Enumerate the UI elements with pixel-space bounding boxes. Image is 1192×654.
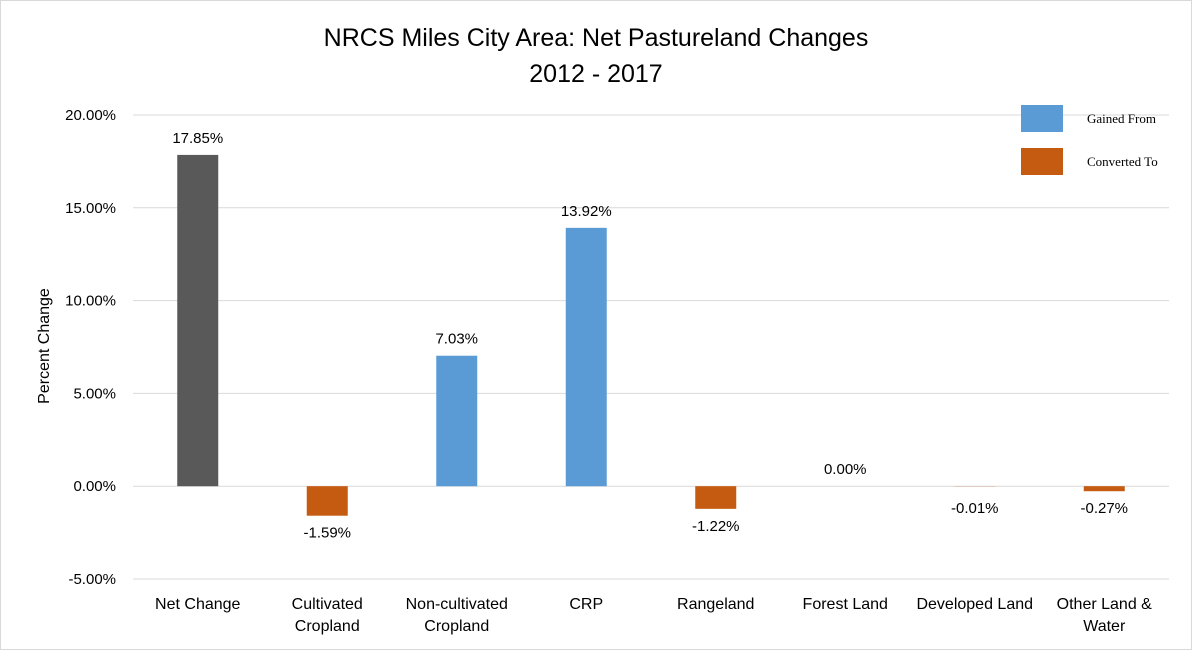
data-label: -0.27% <box>1080 500 1128 517</box>
data-labels: 17.85% -1.59% 7.03% 13.92% -1.22% 0.00% -0.01%… <box>172 130 1128 542</box>
chart-title: NRCS Miles City Area: Net Pastureland Ch… <box>324 24 869 52</box>
data-label: 17.85% <box>172 130 223 147</box>
legend-swatch <box>1021 105 1063 132</box>
legend-swatch <box>1021 148 1063 175</box>
data-label: 7.03% <box>435 331 478 348</box>
x-axis-categories: Net Change Cultivated Cropland Non-cultivat… <box>155 596 1152 635</box>
bar <box>436 356 477 486</box>
bar <box>695 486 736 509</box>
category-label: Cropland <box>295 618 360 635</box>
legend: Gained From Converted To <box>1021 105 1158 175</box>
legend-label: Converted To <box>1087 154 1158 169</box>
category-label: CRP <box>569 596 603 613</box>
bars <box>177 155 1125 516</box>
y-tick-label: 20.00% <box>65 107 116 124</box>
category-label: Developed Land <box>916 596 1033 613</box>
data-label: -1.59% <box>303 525 351 542</box>
data-label: -0.01% <box>951 500 999 517</box>
y-axis-label: Percent Change <box>36 288 53 404</box>
category-label: Non-cultivated <box>406 596 508 613</box>
bar <box>177 155 218 486</box>
y-axis-ticks: -5.00% 0.00% 5.00% 10.00% 15.00% 20.00% <box>65 107 116 588</box>
data-label: 0.00% <box>824 461 867 478</box>
category-label: Net Change <box>155 596 240 613</box>
gridlines <box>133 115 1169 579</box>
category-label: Cultivated <box>292 596 363 613</box>
legend-label: Gained From <box>1087 111 1156 126</box>
y-tick-label: 15.00% <box>65 200 116 217</box>
bar <box>307 486 348 516</box>
category-label: Rangeland <box>677 596 754 613</box>
category-label: Other Land & <box>1057 596 1153 613</box>
y-tick-label: 5.00% <box>73 385 116 402</box>
data-label: 13.92% <box>561 203 612 220</box>
y-tick-label: 10.00% <box>65 293 116 310</box>
y-tick-label: 0.00% <box>73 478 116 495</box>
chart-subtitle: 2012 - 2017 <box>529 60 662 88</box>
category-label: Water <box>1083 618 1126 635</box>
category-label: Forest Land <box>803 596 888 613</box>
bar <box>566 228 607 486</box>
data-label: -1.22% <box>692 518 740 535</box>
bar <box>1084 486 1125 491</box>
y-tick-label: -5.00% <box>68 571 116 588</box>
category-label: Cropland <box>424 618 489 635</box>
